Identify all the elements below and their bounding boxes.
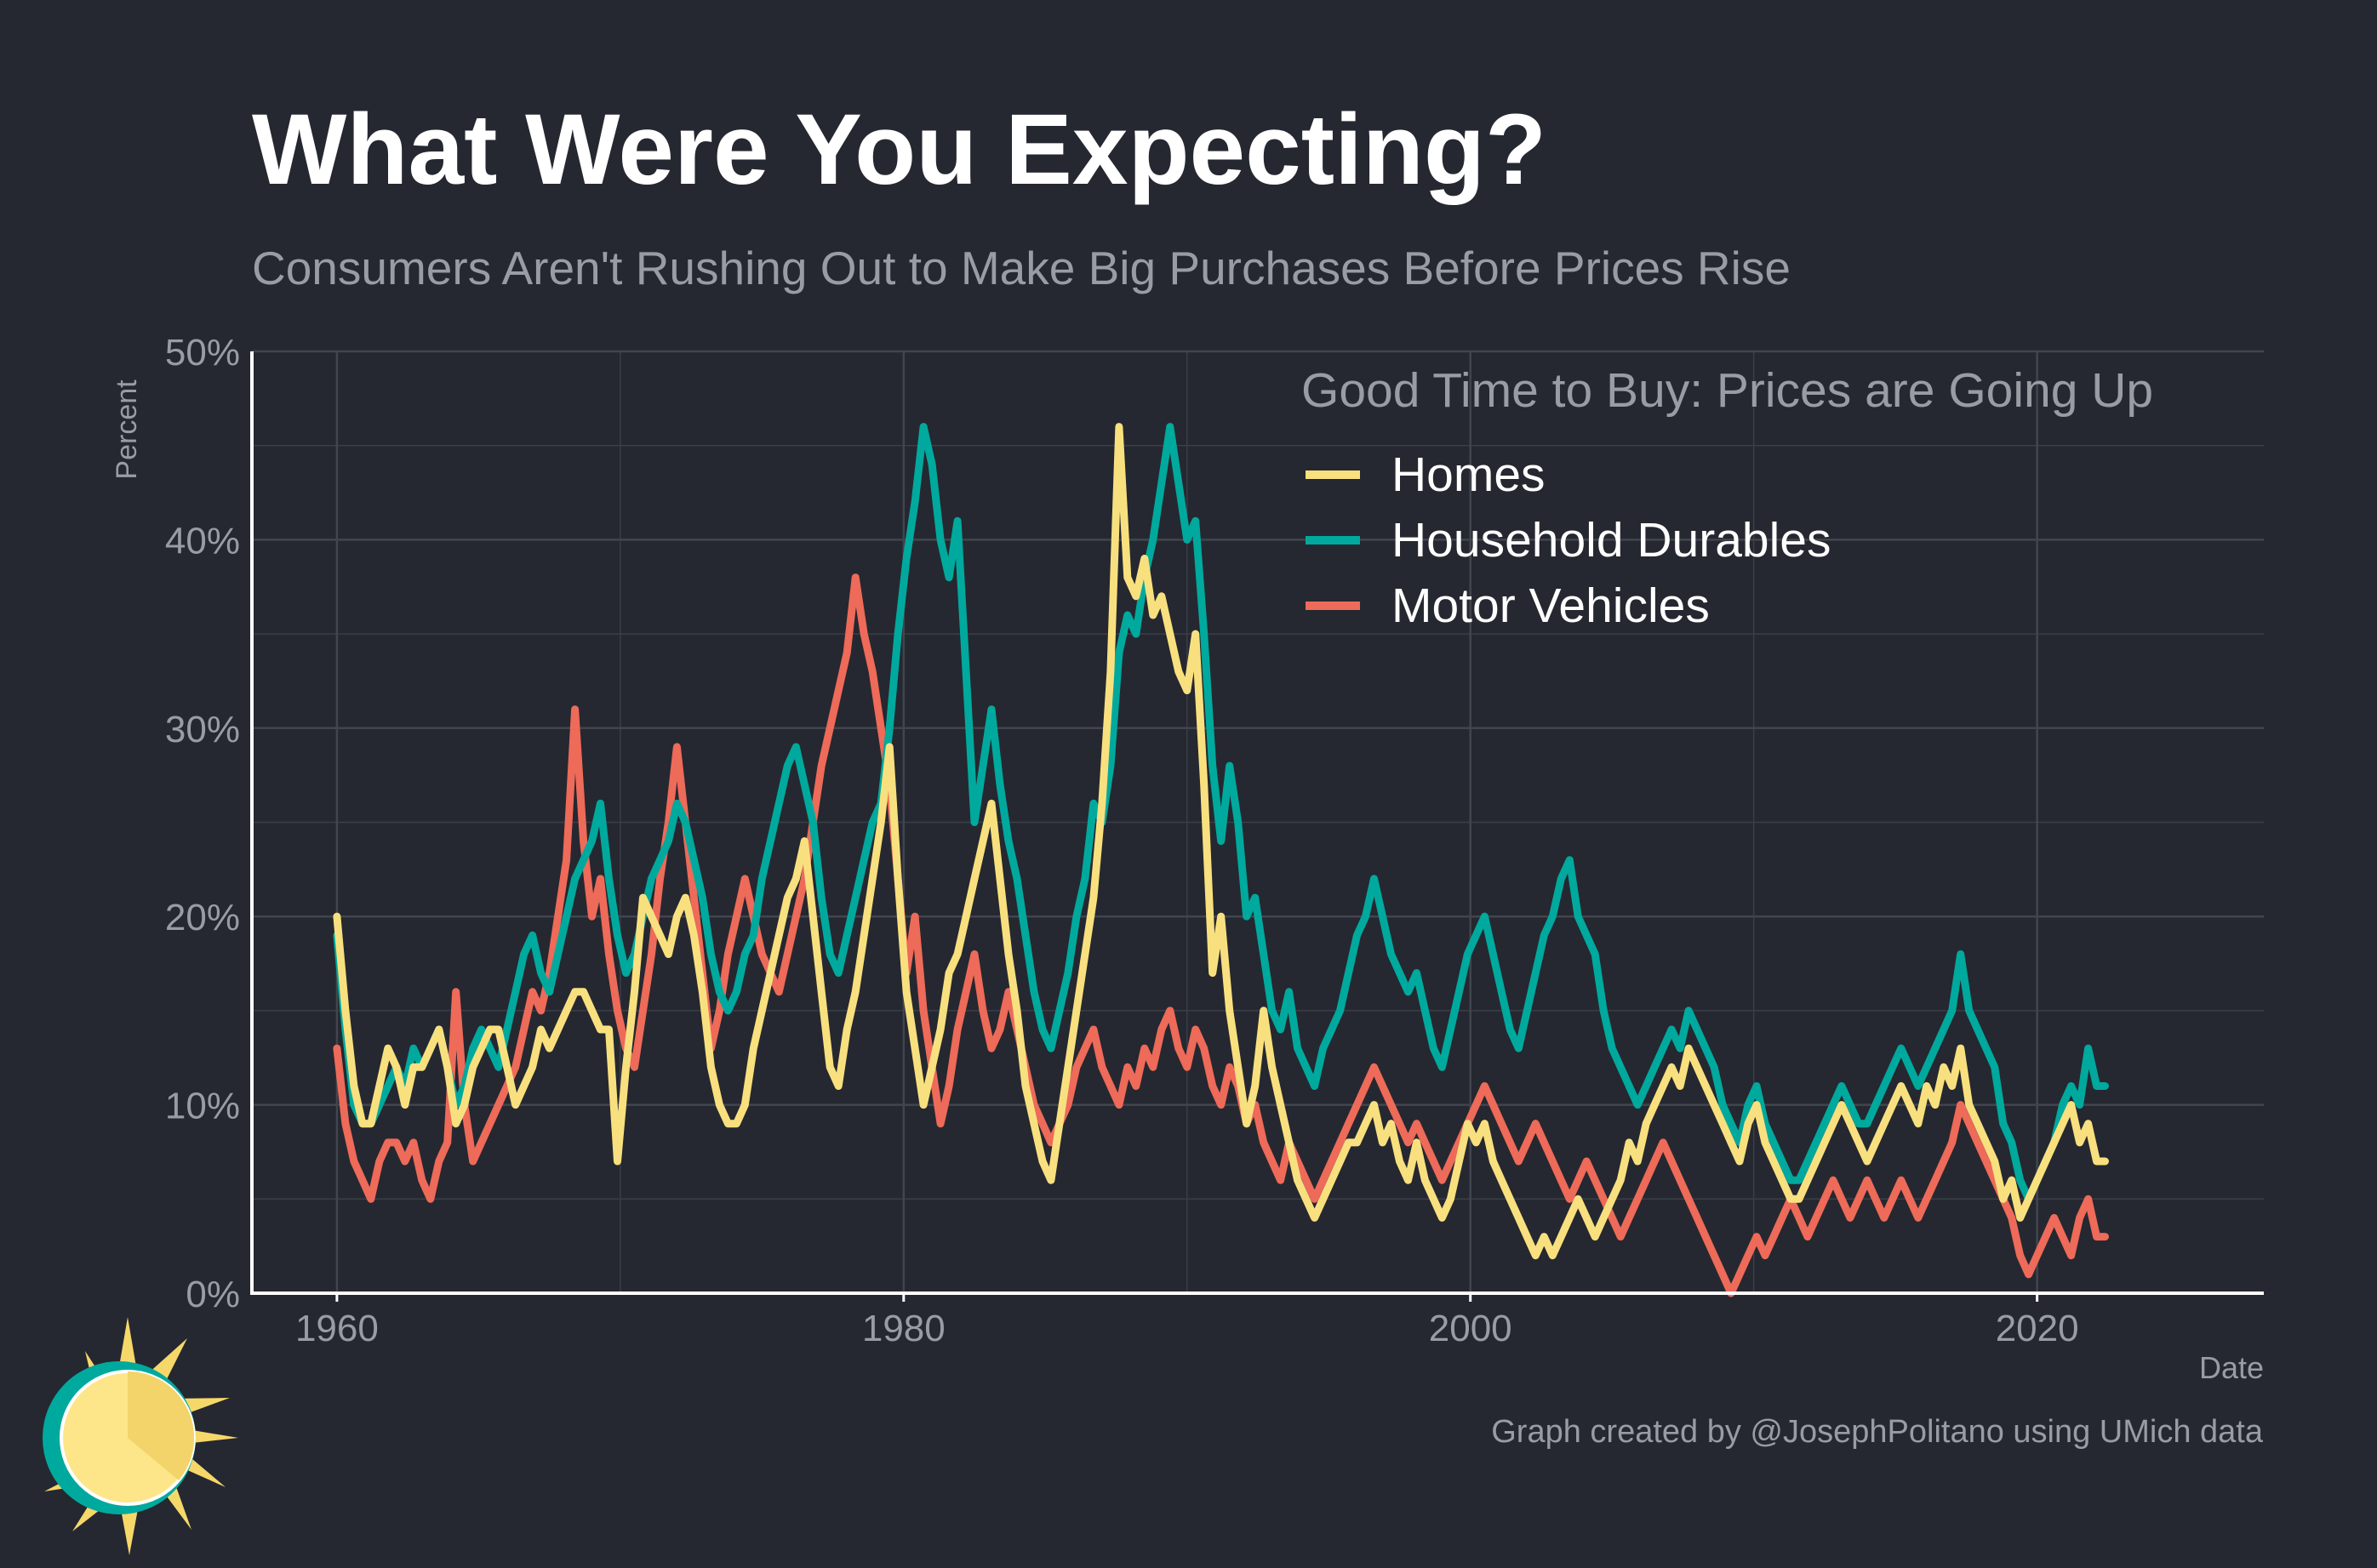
- y-axis-label: Percent: [111, 379, 143, 480]
- x-tick-label: 1980: [862, 1308, 946, 1349]
- chart-subtitle: Consumers Aren't Rushing Out to Make Big…: [252, 242, 1791, 294]
- y-tick-label: 50%: [165, 332, 240, 373]
- legend-title: Good Time to Buy: Prices are Going Up: [1301, 363, 2153, 418]
- legend-label: Homes: [1391, 448, 1546, 502]
- series-lines: [333, 423, 2109, 1297]
- x-tick-label: 1960: [295, 1308, 379, 1349]
- series-line-household-durables: [333, 423, 2109, 1203]
- x-tick-label: 2020: [1996, 1308, 2079, 1349]
- x-tick-label: 2000: [1429, 1308, 1512, 1349]
- y-tick-label: 40%: [165, 520, 240, 562]
- series-line-homes: [333, 423, 2109, 1260]
- source-credit: Graph created by @JosephPolitano using U…: [1491, 1414, 2263, 1450]
- x-axis-label: Date: [2199, 1350, 2264, 1385]
- series-line-motor-vehicles: [333, 573, 2109, 1297]
- y-tick-label: 10%: [165, 1086, 240, 1127]
- axes: 0% 10% 20% 30% 40% 50% 1960 1980 2000 2020: [165, 332, 2264, 1349]
- y-tick-label: 0%: [186, 1274, 240, 1315]
- legend-label: Motor Vehicles: [1391, 579, 1710, 633]
- y-tick-label: 20%: [165, 897, 240, 938]
- sun-logo-icon: [43, 1317, 238, 1555]
- y-tick-label: 30%: [165, 709, 240, 750]
- legend: Good Time to Buy: Prices are Going Up Ho…: [1301, 363, 2153, 633]
- grid: [252, 350, 2264, 1295]
- legend-label: Household Durables: [1391, 513, 1831, 567]
- chart-title: What Were You Expecting?: [252, 94, 1547, 206]
